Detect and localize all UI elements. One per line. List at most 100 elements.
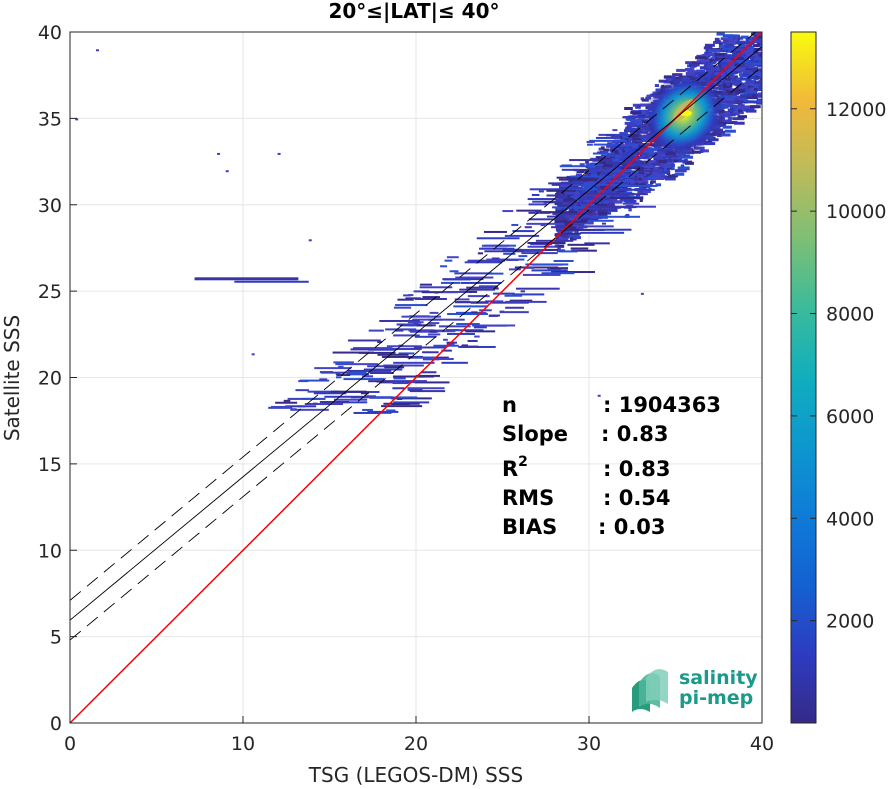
stat-n-value: : 1904363 xyxy=(603,393,721,417)
density-cell xyxy=(587,166,599,170)
salinity-pimep-logo: salinity pi-mep xyxy=(632,667,758,712)
density-cell xyxy=(553,259,574,262)
density-cell xyxy=(706,47,711,51)
density-cell xyxy=(504,234,540,237)
density-cell xyxy=(625,213,630,217)
density-cell xyxy=(446,256,459,259)
density-cell xyxy=(614,200,623,204)
y-tick-label: 40 xyxy=(38,22,62,44)
density-cell xyxy=(449,270,459,273)
density-cell xyxy=(720,61,728,65)
density-cell xyxy=(738,44,744,48)
density-cell xyxy=(299,379,330,382)
density-cell xyxy=(622,132,628,136)
density-cell xyxy=(732,117,744,121)
density-cell xyxy=(685,161,694,165)
density-cell xyxy=(676,159,688,163)
density-cell xyxy=(739,73,743,77)
density-cell xyxy=(606,144,615,148)
density-cell xyxy=(320,371,357,374)
density-cell xyxy=(568,226,577,230)
density-cell xyxy=(454,298,470,301)
density-cell xyxy=(412,318,443,321)
density-cell xyxy=(721,41,729,45)
density-cell xyxy=(756,42,762,46)
density-cell xyxy=(759,53,762,57)
density-cell xyxy=(414,381,450,384)
colorbar xyxy=(790,31,817,724)
density-cell xyxy=(646,94,651,98)
density-cell xyxy=(581,201,588,205)
density-cell xyxy=(739,106,746,110)
density-cell xyxy=(650,147,659,151)
density-cell xyxy=(540,224,546,227)
density-cell xyxy=(635,194,640,198)
reference-line-fit xyxy=(70,46,762,621)
density-cell xyxy=(407,387,445,390)
density-cell xyxy=(628,208,632,212)
density-cell xyxy=(415,374,440,377)
density-cell xyxy=(733,121,745,125)
x-tick-label: 40 xyxy=(750,733,774,755)
density-cell xyxy=(716,56,728,60)
density-cell xyxy=(751,36,757,40)
density-cell xyxy=(431,346,447,349)
density-cell xyxy=(741,44,750,48)
density-cell xyxy=(705,142,716,146)
density-cell xyxy=(718,44,728,48)
density-cell xyxy=(628,138,632,142)
density-cell xyxy=(637,138,648,142)
density-cell xyxy=(610,158,620,162)
density-cell xyxy=(522,273,561,276)
density-cell xyxy=(699,69,705,73)
density-cell xyxy=(603,148,610,152)
density-cell xyxy=(640,103,651,107)
density-cell xyxy=(605,198,613,202)
density-cell xyxy=(570,197,574,201)
density-cell xyxy=(750,94,759,98)
y-tick-label: 25 xyxy=(38,281,62,303)
density-cell xyxy=(631,139,641,143)
density-cell xyxy=(600,178,611,182)
density-cell xyxy=(760,37,762,41)
density-cell xyxy=(627,163,635,167)
density-cell xyxy=(654,84,660,88)
density-cell xyxy=(727,36,732,40)
density-cell xyxy=(722,34,733,38)
density-cell xyxy=(657,173,665,177)
density-cell xyxy=(413,322,418,325)
stat-r2-superscript: 2 xyxy=(518,454,528,470)
density-cell xyxy=(427,333,441,336)
density-cell xyxy=(626,151,639,155)
density-cell xyxy=(716,32,725,36)
density-cell xyxy=(624,127,637,131)
density-cell xyxy=(630,111,642,115)
density-cell xyxy=(626,124,635,128)
density-cell xyxy=(631,145,638,149)
density-cell xyxy=(560,232,582,235)
density-cell xyxy=(620,135,624,139)
density-cell xyxy=(738,82,751,86)
density-cell xyxy=(665,169,670,173)
density-cell xyxy=(757,83,762,87)
density-cell xyxy=(693,70,702,74)
density-cell xyxy=(720,95,729,99)
density-cell xyxy=(576,171,585,174)
density-cell xyxy=(593,181,598,185)
density-cell xyxy=(333,398,368,401)
density-cell xyxy=(713,55,719,59)
density-cell xyxy=(705,70,713,74)
density-cell xyxy=(350,348,375,351)
density-cell xyxy=(753,84,759,88)
density-cell xyxy=(531,269,568,272)
density-cell xyxy=(754,81,762,85)
density-cell xyxy=(660,154,666,158)
density-cell xyxy=(445,329,484,332)
density-cell xyxy=(386,345,422,348)
density-cell xyxy=(573,236,581,240)
density-cell xyxy=(502,248,522,251)
density-cell xyxy=(721,54,732,58)
density-cell xyxy=(333,361,354,364)
density-cell xyxy=(754,74,759,78)
density-cell xyxy=(574,217,578,221)
